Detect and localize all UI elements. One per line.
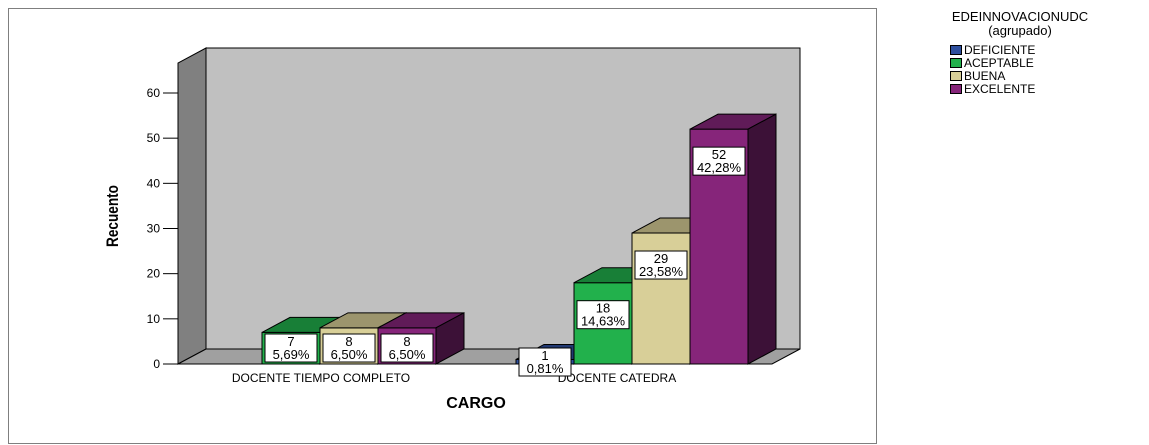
x-tick-label: DOCENTE TIEMPO COMPLETO bbox=[232, 371, 410, 385]
data-label-pct: 5,69% bbox=[273, 347, 310, 362]
legend-item: BUENA bbox=[950, 70, 1146, 83]
data-label-box bbox=[380, 333, 434, 363]
data-label-count: 29 bbox=[654, 251, 668, 266]
bar-side-excelente-0 bbox=[435, 312, 465, 365]
y-tick-label: 50 bbox=[147, 131, 161, 145]
y-tick-label: 20 bbox=[147, 267, 161, 281]
legend-title-line2: (agrupado) bbox=[988, 23, 1052, 38]
y-tick-label: 30 bbox=[147, 222, 161, 236]
legend-item: EXCELENTE bbox=[950, 83, 1146, 96]
data-label-box bbox=[264, 333, 318, 363]
data-label-pct: 23,58% bbox=[639, 264, 684, 279]
data-label-count: 1 bbox=[541, 348, 548, 363]
legend-list: DEFICIENTE ACEPTABLE BUENA EXCELENTE bbox=[950, 44, 1146, 96]
left-wall bbox=[177, 47, 207, 365]
x-tick-label: DOCENTE CATEDRA bbox=[558, 371, 676, 385]
legend-swatch bbox=[950, 71, 962, 81]
bar-chart: 0 10 20 30 40 50 60 Recuento CARGO DOCENTE TIEMPO… bbox=[104, 47, 801, 412]
data-label-count: 8 bbox=[403, 334, 410, 349]
legend-swatch bbox=[950, 84, 962, 94]
legend-title-line1: EDEINNOVACIONUDC bbox=[951, 9, 1089, 24]
legend-swatch bbox=[950, 45, 962, 55]
y-tick-label: 10 bbox=[147, 312, 161, 326]
legend-label: DEFICIENTE bbox=[964, 43, 1036, 57]
data-label-box bbox=[692, 146, 746, 176]
data-label-count: 8 bbox=[345, 334, 352, 349]
data-label-box bbox=[518, 347, 572, 377]
legend: EDEINNOVACIONUDC (agrupado) DEFICIENTE AC… bbox=[896, 10, 1146, 96]
data-label-box bbox=[634, 250, 688, 280]
data-label-box bbox=[576, 300, 630, 330]
legend-label: BUENA bbox=[964, 69, 1006, 83]
y-tick-label: 0 bbox=[153, 357, 160, 371]
legend-item: ACEPTABLE bbox=[950, 57, 1146, 70]
y-tick-label: 60 bbox=[147, 86, 161, 100]
x-axis-label: CARGO bbox=[446, 395, 506, 412]
data-label-box bbox=[322, 333, 376, 363]
data-label-pct: 6,50% bbox=[331, 347, 368, 362]
bar-side-excelente-1 bbox=[747, 113, 777, 365]
legend-label: EXCELENTE bbox=[964, 82, 1036, 96]
data-label-pct: 0,81% bbox=[527, 361, 564, 376]
data-label-count: 18 bbox=[596, 301, 610, 316]
y-axis-label: Recuento bbox=[104, 185, 123, 247]
legend-label: ACEPTABLE bbox=[964, 56, 1034, 70]
data-label-pct: 42,28% bbox=[697, 160, 742, 175]
legend-title: EDEINNOVACIONUDC (agrupado) bbox=[896, 10, 1144, 38]
data-label-count: 52 bbox=[712, 147, 726, 162]
data-label-pct: 6,50% bbox=[389, 347, 426, 362]
y-tick-label: 40 bbox=[147, 176, 161, 190]
legend-item: DEFICIENTE bbox=[950, 44, 1146, 57]
legend-swatch bbox=[950, 58, 962, 68]
data-label-count: 7 bbox=[287, 334, 294, 349]
data-label-pct: 14,63% bbox=[581, 314, 626, 329]
